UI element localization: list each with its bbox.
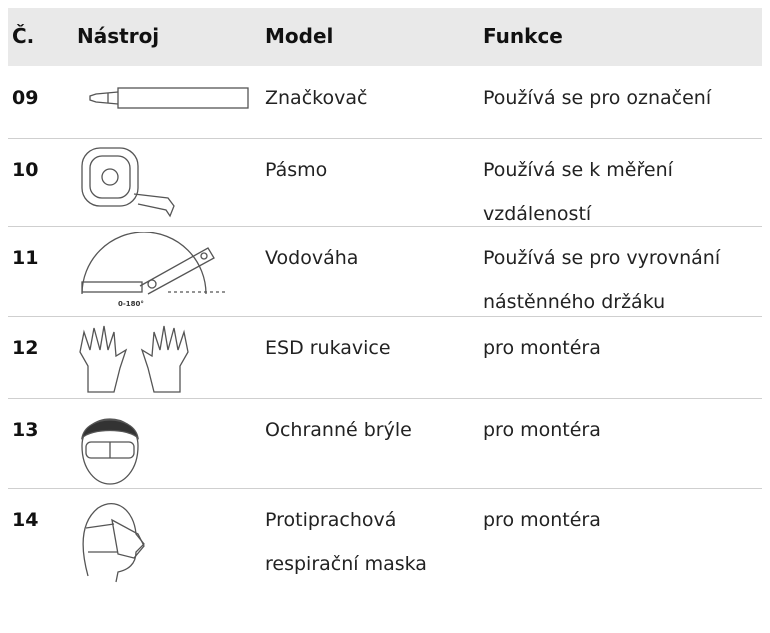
number: 13 bbox=[12, 419, 39, 441]
function: pro montéra bbox=[483, 337, 601, 359]
function: pro montéra bbox=[483, 509, 601, 531]
function: pro montéra bbox=[483, 419, 601, 441]
table-row: 09 Značkovač Používá se pro označení bbox=[8, 66, 762, 139]
header-cell: Nástroj bbox=[77, 24, 160, 48]
number: 14 bbox=[12, 509, 39, 531]
model: Pásmo bbox=[265, 159, 328, 181]
header-cell: Funkce bbox=[483, 24, 563, 48]
table-row: 13 Ochranné brýle pro montéra bbox=[8, 398, 762, 489]
model: Vodováha bbox=[265, 247, 359, 269]
table-row: 10 Pásmo Používá se k měření vzdáleností bbox=[8, 138, 762, 227]
number: 11 bbox=[12, 247, 39, 269]
function: Používá se pro vyrovnání nástěnného držá… bbox=[483, 247, 721, 313]
marker-icon bbox=[89, 87, 249, 109]
header-cell: Model bbox=[265, 24, 334, 48]
table-header: Č. Nástroj Model Funkce bbox=[8, 8, 762, 66]
level-icon: 0-180° bbox=[81, 232, 228, 308]
gloves-icon bbox=[79, 325, 189, 393]
function: Používá se pro označení bbox=[483, 87, 712, 109]
model: Ochranné brýle bbox=[265, 419, 412, 441]
number: 10 bbox=[12, 159, 39, 181]
model: ESD rukavice bbox=[265, 337, 391, 359]
number: 12 bbox=[12, 337, 39, 359]
table-row: 11 0-180° Vodováha Používá se pro vyrovn… bbox=[8, 226, 762, 317]
header-cell: Č. bbox=[12, 24, 35, 48]
model: Značkovač bbox=[265, 87, 368, 109]
tape-icon bbox=[81, 147, 175, 218]
mask-icon bbox=[82, 503, 145, 583]
table-row: 14 Protiprachová respirační maska pro mo… bbox=[8, 488, 762, 598]
icon-text: 0-180° bbox=[118, 300, 144, 308]
function: Používá se k měření vzdáleností bbox=[483, 159, 673, 225]
number: 09 bbox=[12, 87, 39, 109]
table-row: 12 ESD rukavice pro montéra bbox=[8, 316, 762, 399]
goggles-icon bbox=[81, 418, 139, 485]
model: Protiprachová respirační maska bbox=[265, 509, 427, 575]
